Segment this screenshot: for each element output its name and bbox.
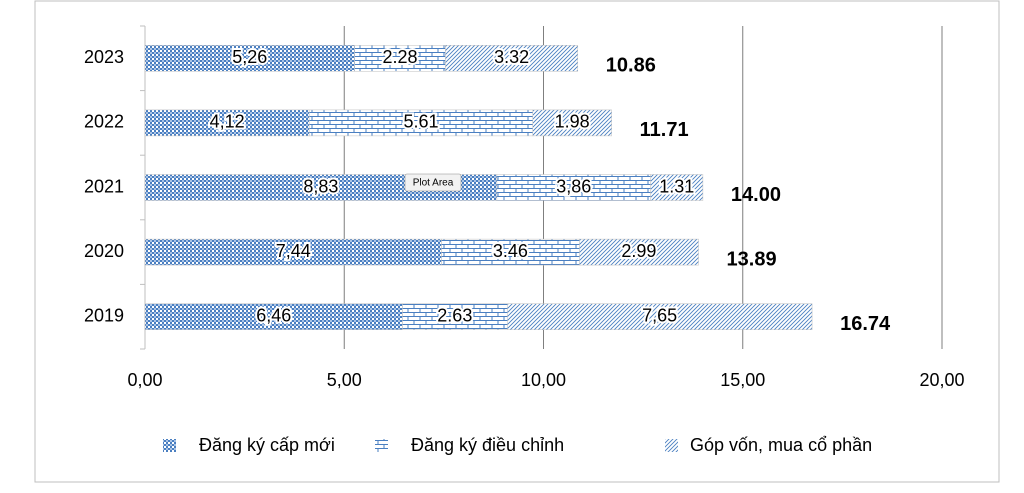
x-tick-label: 10,00 [521,370,566,390]
bar-segment [650,174,704,201]
tooltip: Plot Area [413,178,454,189]
total-label: 14.00 [731,184,781,206]
legend-label: Đăng ký điều chỉnh [411,435,564,455]
value-label: 1.98 [555,112,590,132]
tooltip-box [404,173,462,192]
value-label: 8,83 [303,176,338,196]
value-label: 2.28 [383,47,418,67]
value-label: 7,65 [642,305,677,325]
bar-segment [441,238,580,266]
y-tick-label: 2019 [84,305,124,325]
bar-segment [506,303,813,330]
legend-label: Góp vốn, mua cổ phần [690,435,872,455]
value-label: 6,46 [256,305,291,325]
bar-segment [144,238,442,266]
value-label: 2.99 [621,241,656,261]
bar-segment [144,45,355,72]
value-label: 5,26 [232,47,267,67]
value-label: 7,44 [276,241,311,261]
y-tick-label: 2021 [84,176,124,196]
y-tick-label: 2020 [84,241,124,261]
y-tick-label: 2023 [84,47,124,67]
legend-swatch [375,439,388,452]
bar-segment [144,109,310,137]
bar-segment [402,303,508,330]
value-label: 2.63 [437,305,472,325]
x-tick-label: 5,00 [327,370,362,390]
value-label: 3.32 [494,47,529,67]
bar-segment [496,174,651,201]
value-label: 3,86 [556,176,591,196]
total-label: 16.74 [840,313,891,335]
value-label: 3.46 [493,241,528,261]
total-label: 10.86 [606,55,656,77]
value-label: 1.31 [659,176,694,196]
bar-segment [532,109,612,137]
legend-label: Đăng ký cấp mới [199,435,335,455]
x-tick-label: 15,00 [720,370,765,390]
legend-swatch [163,439,176,452]
x-tick-label: 20,00 [919,370,964,390]
bar-segment [308,109,533,137]
y-tick-label: 2022 [84,112,124,132]
bar-segment [445,45,579,72]
bar-segment [579,238,699,266]
legend-swatch [665,439,678,452]
value-label: 4,12 [210,112,245,132]
bar-segment [144,303,403,330]
x-tick-label: 0,00 [127,370,162,390]
total-label: 13.89 [727,248,777,270]
bar-segment [354,45,446,72]
value-label: 5.61 [403,112,438,132]
total-label: 11.71 [640,119,689,141]
